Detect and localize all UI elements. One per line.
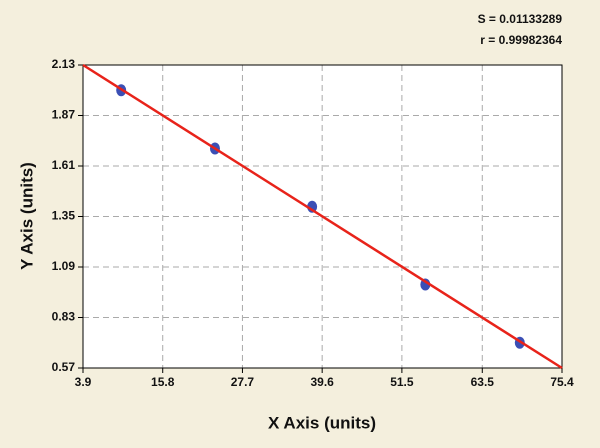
annotation: S = 0.01133289 [478,12,563,26]
plot-border [82,64,563,369]
x-tick-label: 15.8 [151,375,175,389]
x-tick-label: 51.5 [390,375,414,389]
y-tick-label: 1.09 [52,259,76,273]
annotation: r = 0.99982364 [480,33,562,47]
x-tick-label: 63.5 [471,375,495,389]
y-tick-label: 0.57 [52,360,76,374]
x-axis-label: X Axis (units) [268,413,376,432]
fit-line [82,63,563,370]
y-tick-label: 1.61 [52,158,76,172]
y-tick-label: 0.83 [52,310,76,324]
x-tick-label: 39.6 [310,375,334,389]
x-tick-label: 75.4 [550,375,574,389]
x-tick-label: 27.7 [231,375,255,389]
point [420,278,431,291]
y-axis-label: Y Axis (units) [17,162,36,270]
y-tick-label: 2.13 [52,57,76,71]
y-tick-label: 1.87 [52,108,76,122]
y-tick-label: 1.35 [52,209,76,223]
x-tick-label: 3.9 [75,375,92,389]
